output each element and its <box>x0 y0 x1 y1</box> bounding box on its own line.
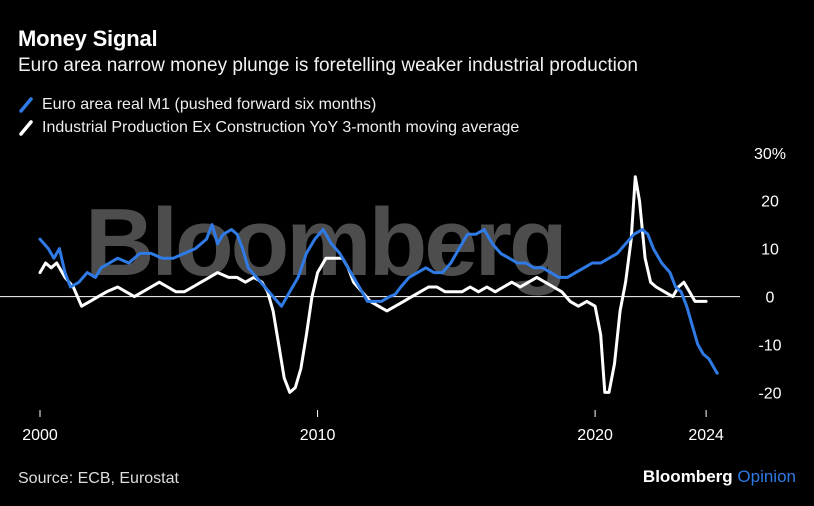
brand-main: Bloomberg <box>642 467 733 486</box>
legend: Euro area real M1 (pushed forward six mo… <box>18 93 519 139</box>
x-tick-label-2020: 2020 <box>577 427 613 444</box>
legend-item-m1: Euro area real M1 (pushed forward six mo… <box>18 93 519 116</box>
series-line-ip <box>38 175 708 394</box>
legend-label-ip: Industrial Production Ex Construction Yo… <box>42 118 520 136</box>
brand-accent: Opinion <box>737 467 796 486</box>
y-tick-label-20: 20 <box>761 194 779 211</box>
y-tick-label-30: 30% <box>754 146 786 163</box>
x-tick-label-2000: 2000 <box>22 427 58 444</box>
chart-title: Money Signal <box>18 26 158 51</box>
chart-subtitle: Euro area narrow money plunge is foretel… <box>18 55 638 76</box>
legend-label-m1: Euro area real M1 (pushed forward six mo… <box>42 95 377 113</box>
watermark-text: Bloomberg <box>85 189 565 296</box>
x-tick-label-2024: 2024 <box>688 427 724 444</box>
legend-swatch-ip-icon <box>18 119 34 136</box>
series-line-m1 <box>38 223 719 375</box>
y-tick-label-10: 10 <box>761 242 779 259</box>
y-tick-label-0: 0 <box>766 290 775 307</box>
legend-swatch-m1-icon <box>18 96 34 113</box>
x-tick-label-2010: 2010 <box>300 427 336 444</box>
legend-item-ip: Industrial Production Ex Construction Yo… <box>18 116 519 139</box>
brand-logo: Bloomberg Opinion <box>643 467 796 487</box>
source-note: Source: ECB, Eurostat <box>18 470 179 487</box>
y-tick-label--20: -20 <box>758 385 781 402</box>
y-tick-label--10: -10 <box>758 337 781 354</box>
